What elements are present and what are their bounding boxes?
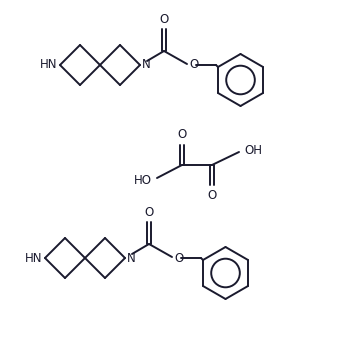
Text: HN: HN: [24, 251, 42, 264]
Text: N: N: [142, 59, 151, 71]
Text: O: O: [177, 128, 187, 141]
Text: HO: HO: [134, 174, 152, 187]
Text: O: O: [189, 59, 198, 71]
Text: O: O: [207, 189, 217, 202]
Text: O: O: [174, 251, 183, 264]
Text: HN: HN: [40, 59, 57, 71]
Text: N: N: [127, 251, 136, 264]
Text: OH: OH: [244, 143, 262, 156]
Text: O: O: [144, 206, 154, 219]
Text: O: O: [159, 13, 169, 26]
